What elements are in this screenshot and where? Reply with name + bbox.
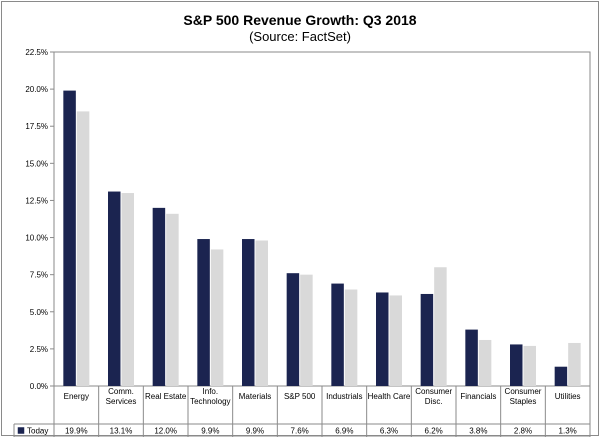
chart-title: S&P 500 Revenue Growth: Q3 2018 xyxy=(183,12,417,28)
data-label: 9.9% xyxy=(246,427,264,436)
y-tick-label: 7.5% xyxy=(30,271,48,280)
y-tick-label: 5.0% xyxy=(30,308,48,317)
data-label: 6.3% xyxy=(380,427,398,436)
category-label: Industrials xyxy=(326,392,362,401)
category-label: Disc. xyxy=(425,397,443,406)
legend-label: Today xyxy=(27,427,48,436)
bar-today xyxy=(376,292,389,386)
bar-today xyxy=(63,90,76,387)
category-label: Financials xyxy=(460,392,496,401)
data-label: 13.1% xyxy=(110,427,133,436)
chart-subtitle: (Source: FactSet) xyxy=(249,29,351,44)
bar-today xyxy=(242,239,255,386)
data-table: Energy Comm.Services Real Estate Info.Techn… xyxy=(13,386,591,437)
bar-30-sep xyxy=(166,213,179,386)
y-tick-label: 10.0% xyxy=(25,234,48,243)
data-label: 9.9% xyxy=(201,427,219,436)
bar-30-sep xyxy=(389,295,402,386)
category-label: Materials xyxy=(239,392,271,401)
bar-today xyxy=(197,239,210,386)
bar-30-sep xyxy=(255,240,268,386)
y-tick-label: 15.0% xyxy=(25,159,48,168)
y-tick-label: 17.5% xyxy=(25,122,48,131)
bar-today xyxy=(465,329,478,386)
bar-30-sep xyxy=(76,111,90,386)
bar-today xyxy=(510,344,523,386)
bar-30-sep xyxy=(523,345,536,386)
bar-today xyxy=(108,191,121,386)
category-label: Staples xyxy=(510,397,537,406)
category-label: Comm. xyxy=(108,387,134,396)
bar-today xyxy=(554,366,568,386)
y-tick-label: 0.0% xyxy=(30,382,48,391)
bar-30-sep xyxy=(344,289,358,386)
category-label: Services xyxy=(106,397,137,406)
bar-30-sep xyxy=(478,339,492,386)
data-label: 6.9% xyxy=(335,427,353,436)
category-label: Technology xyxy=(190,397,230,406)
bar-today xyxy=(286,273,300,386)
bar-30-sep xyxy=(434,267,447,386)
data-label: 1.3% xyxy=(559,427,577,436)
y-tick-label: 20.0% xyxy=(25,85,48,94)
category-label: Info. xyxy=(203,387,219,396)
bar-30-sep xyxy=(121,193,134,386)
plot-area xyxy=(53,51,591,387)
bar-30-sep xyxy=(210,249,224,386)
data-label: 12.0% xyxy=(154,427,177,436)
bars xyxy=(63,90,581,387)
category-label: Utilities xyxy=(555,392,581,401)
axes: 0.0% 2.5% 5.0% 7.5% 10.0% 12.5% 15.0% 17.5% 20.0… xyxy=(25,48,54,391)
category-label: Consumer xyxy=(505,387,542,396)
y-tick-label: 2.5% xyxy=(30,345,48,354)
y-tick-label: 22.5% xyxy=(25,48,48,57)
category-label: S&P 500 xyxy=(284,392,316,401)
data-label: 19.9% xyxy=(65,427,88,436)
bar-30-sep xyxy=(568,342,581,386)
plot-border xyxy=(53,51,591,387)
data-label: 3.8% xyxy=(469,427,487,436)
bar-today xyxy=(331,283,344,386)
category-label: Energy xyxy=(64,392,89,401)
category-label: Real Estate xyxy=(145,392,187,401)
bar-today xyxy=(420,293,434,386)
category-label: Consumer xyxy=(415,387,452,396)
bar-30-sep xyxy=(300,274,313,386)
data-label: 7.6% xyxy=(291,427,309,436)
category-label: Health Care xyxy=(368,392,411,401)
bar-today xyxy=(152,207,166,386)
y-tick-label: 12.5% xyxy=(25,196,48,205)
data-label: 2.8% xyxy=(514,427,532,436)
legend-key-today xyxy=(17,427,25,434)
data-label: 6.2% xyxy=(425,427,443,436)
